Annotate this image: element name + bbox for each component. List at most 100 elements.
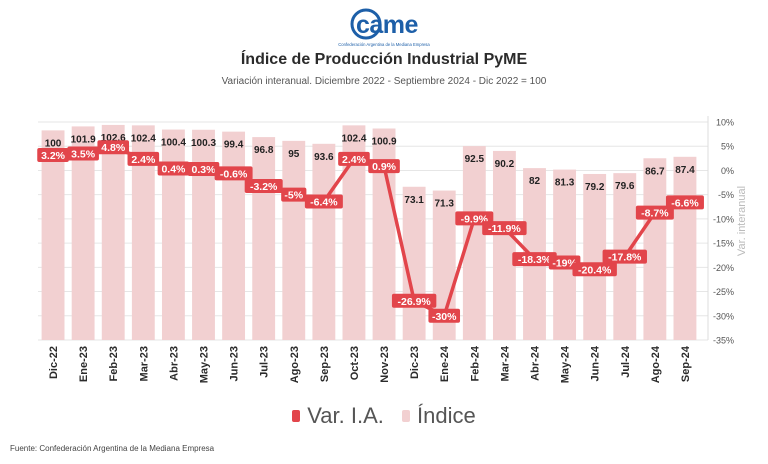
variation-label-text: -30% [432,311,457,323]
index-bar-label: 81.3 [555,178,575,189]
variation-label: 0.9% [368,159,400,174]
index-bar-label: 87.4 [675,165,695,176]
index-bar-label: 100.4 [161,138,186,149]
legend-item-variation[interactable]: Var. I.A. [292,403,384,429]
logo-wordmark: came [356,11,419,39]
index-bar [252,137,276,340]
index-bar-label: 86.7 [645,166,665,177]
right-axis-tick: -15% [713,239,734,249]
variation-labels: 3.2% 3.5% 4.8% 2.4% 0.4% 0.3% -0.6%-3.2% -5% -6.… [37,140,704,323]
variation-label: -26.9% [391,293,437,308]
logo-tagline: Confederación Argentina de la Mediana Em… [338,42,430,47]
right-axis-tick: -30% [713,311,734,321]
variation-label: -5% [281,187,307,202]
x-axis-tick: May-24 [560,345,572,383]
variation-label: 0.4% [157,161,190,176]
index-bar-label: 82 [529,176,541,187]
index-bar [342,125,366,340]
index-bar [462,146,486,340]
index-bar-label: 102.4 [131,133,156,144]
variation-label-text: -26.9% [397,296,431,308]
index-bar [41,130,65,340]
x-axis-tick: Feb-24 [469,345,481,381]
variation-label: -6.4% [304,194,343,209]
x-axis-tick: Dic-22 [48,346,60,379]
variation-label-box [157,161,190,176]
index-bar-label: 96.8 [254,145,274,156]
index-bar [71,126,95,341]
variation-label-text: -17.8% [608,252,642,264]
x-axis-tick: Jul-24 [620,345,632,378]
variation-label-box [482,221,527,236]
variation-label-text: -6.6% [671,197,699,209]
x-axis-tick: Jul-23 [259,346,271,378]
variation-label-box [97,140,130,155]
x-axis-tick: Sep-24 [680,345,692,382]
variation-label: -8.7% [635,205,674,220]
legend-label-variation: Var. I.A. [307,403,384,428]
variation-label-text: -19% [552,257,577,269]
variation-label: 2.4% [127,151,160,166]
right-axis-tick: -5% [718,190,734,200]
variation-label-box [187,161,220,176]
variation-label-text: 0.9% [372,161,397,173]
index-bar [312,143,336,340]
x-axis-tick: Jun-24 [590,345,602,381]
chart-legend: Var. I.A. Índice [0,402,768,429]
x-axis-tick: Feb-23 [108,346,120,381]
x-axis-tick: Ene-24 [439,345,451,382]
variation-label: -18.3% [512,252,557,267]
variation-label-box [338,151,370,166]
right-axis-title: Var. interanual [736,186,748,256]
x-axis-tick: Mar-24 [499,345,511,381]
variation-label-text: -5% [284,190,303,202]
index-bar-label: 93.6 [314,152,334,163]
x-axis-tick: Ene-23 [78,346,90,382]
variation-label-box [512,252,557,267]
index-bar-label: 79.6 [615,181,635,192]
index-bar [583,173,607,340]
x-axis-tick: Mar-23 [138,346,150,381]
came-logo: came Confederación Argentina de la Media… [338,8,430,47]
index-bar-label: 100.9 [372,136,397,147]
index-bar [131,125,155,340]
right-axis-tick: -20% [713,263,734,273]
variation-label: 3.2% [37,147,69,162]
x-axis-tick: Abr-23 [168,346,180,381]
variation-label: -30% [428,308,461,323]
index-bar-label: 95 [288,149,300,160]
variation-label: 0.3% [187,161,220,176]
variation-label: -11.9% [482,221,527,236]
x-axis-tick: Ago-23 [289,346,301,383]
index-bar-label: 90.2 [495,159,515,170]
variation-label-text: 0.4% [161,164,186,176]
x-axis-tick: Sep-23 [319,346,331,382]
variation-label: 2.4% [338,151,370,166]
right-axis-tick: 0% [721,166,734,176]
index-bar [673,156,697,340]
right-axis-tick: -25% [713,287,734,297]
right-axis-tick: 10% [716,118,734,128]
index-bar [643,158,667,340]
x-axis-tick: Dic-23 [409,346,421,379]
variation-label-box [665,195,704,210]
variation-label-box [572,262,617,277]
variation-label-text: -18.3% [518,254,552,266]
variation-label-box [214,166,253,181]
variation-label: -6.6% [665,195,704,210]
legend-swatch-variation [292,410,301,422]
index-bar-label: 99.4 [224,140,244,151]
index-bar [282,140,306,340]
legend-item-index[interactable]: Índice [402,403,476,429]
index-bar-label: 92.5 [465,154,485,165]
variation-label-text: -20.4% [578,264,612,276]
variation-label: -20.4% [572,262,617,277]
variation-label-text: 3.2% [41,150,66,162]
variation-label-box [602,249,647,264]
source-note: Fuente: Confederación Argentina de la Me… [10,444,215,453]
right-axis-tick: -10% [713,214,734,224]
variation-label-text: -6.4% [310,196,338,208]
right-axis-tick: -35% [713,336,734,346]
x-axis-tick: Nov-23 [379,346,391,383]
variation-label-text: -11.9% [488,223,521,235]
